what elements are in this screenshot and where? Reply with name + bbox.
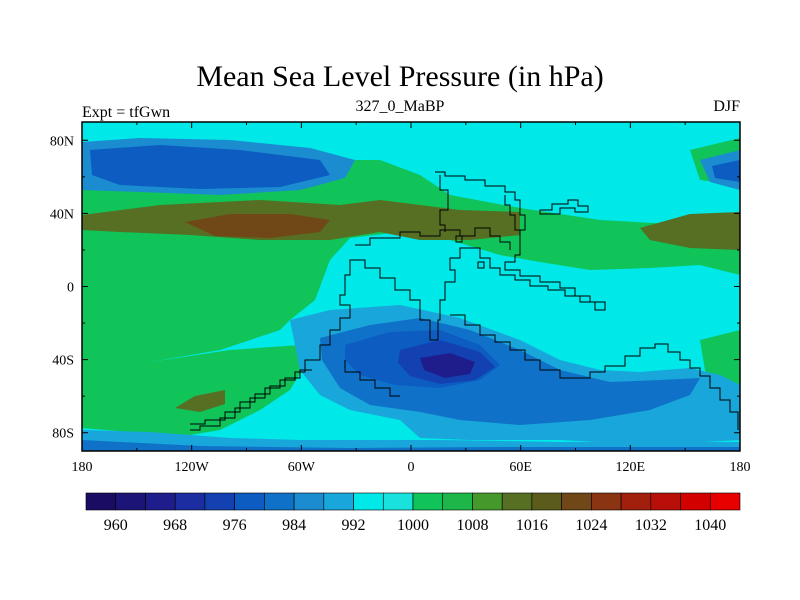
colorbar-swatch	[412, 492, 444, 511]
continent-inner	[355, 227, 511, 250]
y-tick-label: 40S	[52, 354, 74, 369]
field-high-core	[185, 214, 330, 238]
continent-south-west	[344, 360, 400, 397]
y-tick-label: 40N	[50, 207, 74, 222]
x-tick-label: 180	[730, 460, 751, 475]
continent-small-1	[477, 261, 485, 269]
continent-north	[435, 171, 606, 340]
colorbar-label: 984	[282, 517, 306, 534]
colorbar-swatch	[472, 492, 503, 511]
colorbar-swatch	[442, 492, 473, 511]
colorbar-swatch	[204, 492, 235, 511]
colorbar-label: 960	[104, 517, 128, 534]
colorbar-label: 1040	[694, 517, 726, 534]
field-high-south-pacific	[175, 390, 225, 412]
chart-title: Mean Sea Level Pressure (in hPa)	[196, 60, 604, 93]
field-green-south-pacific	[82, 345, 305, 435]
colorbar-swatch	[353, 492, 384, 511]
period-label: 327_0_MaBP	[355, 98, 445, 115]
colorbar-swatch	[234, 492, 265, 511]
colorbar-swatch	[115, 492, 146, 511]
colorbar: 960 968 976 984 992 1000 1008 1016 1024 1032 1040	[85, 492, 741, 534]
colorbar-label: 1008	[456, 517, 488, 534]
continent-west	[190, 259, 438, 431]
continent-sw-coast	[190, 369, 312, 431]
map-area	[82, 122, 740, 451]
y-tick-label: 80S	[52, 427, 74, 442]
colorbar-swatch	[650, 492, 681, 511]
colorbar-label: 976	[223, 517, 247, 534]
colorbar-label: 1000	[397, 517, 429, 534]
field-polar-light	[82, 430, 740, 451]
colorbar-label: 1032	[635, 517, 667, 534]
colorbar-swatch	[561, 492, 592, 511]
x-tick-label: 60E	[509, 460, 532, 475]
colorbar-swatch	[501, 492, 533, 511]
colorbar-swatch	[323, 492, 354, 511]
x-tick-label: 180	[72, 460, 93, 475]
colorbar-swatch	[591, 492, 622, 511]
field-low-north-pacific-core	[90, 145, 330, 189]
colorbar-swatch	[85, 492, 117, 511]
continent-east	[539, 199, 589, 215]
x-tick-label: 120W	[175, 460, 210, 475]
field-low-northeast-core	[712, 160, 740, 182]
colorbar-swatch	[174, 492, 206, 511]
field-low-south-deepest	[420, 353, 475, 378]
colorbar-label: 1016	[516, 517, 548, 534]
y-tick-label: 0	[67, 281, 74, 296]
colorbar-swatch	[620, 492, 652, 511]
field-high-northeast	[640, 212, 740, 250]
colorbar-label: 968	[163, 517, 187, 534]
colorbar-swatch	[382, 492, 414, 511]
colorbar-swatch	[145, 492, 176, 511]
axis-ticks: 180 120W 60W 0 60E 120E 180 80N 40N 0 40S 80S	[50, 122, 751, 475]
continent-small-2	[455, 235, 463, 243]
y-tick-label: 80N	[50, 134, 74, 149]
x-tick-label: 60W	[288, 460, 316, 475]
colorbar-swatch	[709, 492, 741, 511]
colorbar-swatch	[293, 492, 325, 511]
x-tick-label: 0	[408, 460, 415, 475]
experiment-label: Expt = tfGwn	[82, 104, 171, 121]
x-tick-label: 120E	[616, 460, 646, 475]
colorbar-label: 992	[342, 517, 366, 534]
colorbar-label: 1024	[575, 517, 607, 534]
continent-northeast	[439, 175, 449, 232]
continent-outlines	[190, 171, 739, 431]
colorbar-swatch	[680, 492, 711, 511]
continent-south-east	[450, 314, 739, 430]
colorbar-swatch	[531, 492, 562, 511]
colorbar-swatch	[264, 492, 295, 511]
continent-asia	[504, 195, 520, 231]
season-label: DJF	[713, 98, 740, 115]
